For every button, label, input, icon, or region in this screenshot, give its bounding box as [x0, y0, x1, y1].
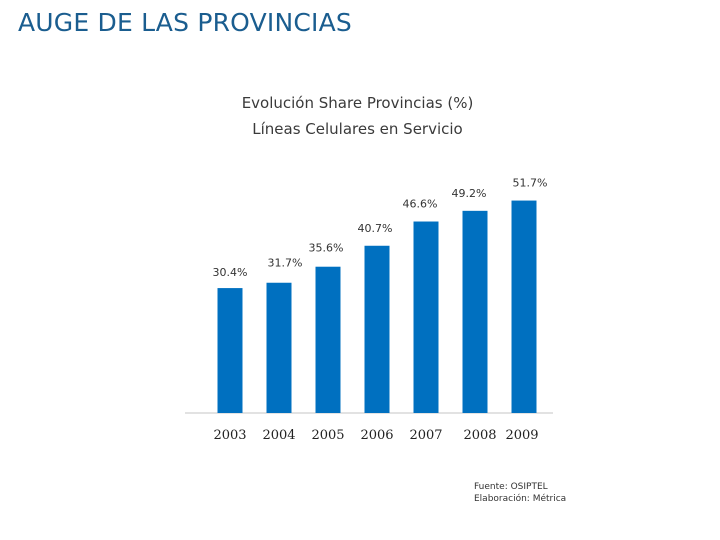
x-tick-label-2007: 2007 — [409, 428, 442, 443]
value-label-2007: 46.6% — [403, 198, 438, 211]
bar-2006 — [364, 245, 390, 413]
page-title: AUGE DE LAS PROVINCIAS — [18, 8, 352, 37]
bar-2005 — [315, 266, 341, 413]
value-label-2003: 30.4% — [213, 266, 248, 279]
chart-title: Evolución Share Provincias (%) — [241, 94, 474, 112]
value-label-2005: 35.6% — [309, 242, 344, 255]
bar-2008 — [462, 210, 488, 413]
bars-group — [217, 200, 537, 413]
tick-labels-group: 2003 2004 2005 2006 2007 2008 2009 — [213, 428, 538, 443]
x-tick-label-2006: 2006 — [360, 428, 393, 443]
credit-line: Elaboración: Métrica — [474, 494, 567, 504]
bar-2007 — [413, 221, 439, 413]
value-label-2004: 31.7% — [268, 257, 303, 270]
bar-2009 — [511, 200, 537, 413]
x-tick-label-2004: 2004 — [262, 428, 295, 443]
x-tick-label-2005: 2005 — [311, 428, 344, 443]
bar-2004 — [266, 282, 292, 413]
value-label-2009: 51.7% — [513, 177, 548, 190]
value-labels-group: 30.4% 31.7% 35.6% 40.7% 46.6% 49.2% 51.7% — [213, 177, 548, 280]
source-line: Fuente: OSIPTEL — [474, 482, 548, 492]
x-tick-label-2008: 2008 — [463, 428, 496, 443]
value-label-2008: 49.2% — [452, 187, 487, 200]
value-label-2006: 40.7% — [358, 222, 393, 235]
source-note: Fuente: OSIPTEL Elaboración: Métrica — [474, 481, 566, 505]
bar-2003 — [217, 288, 243, 413]
x-tick-label-2003: 2003 — [213, 428, 246, 443]
x-tick-label-2009: 2009 — [505, 428, 538, 443]
chart-subtitle: Líneas Celulares en Servicio — [252, 120, 463, 138]
